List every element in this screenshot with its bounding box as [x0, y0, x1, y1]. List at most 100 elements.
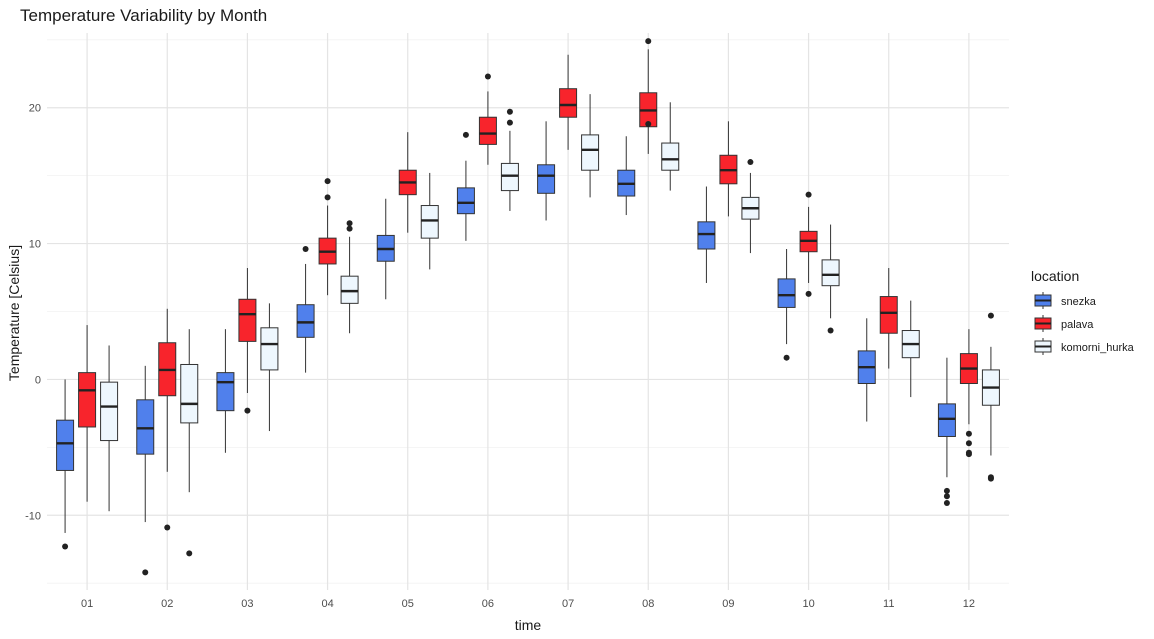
outlier-point	[645, 121, 652, 128]
box	[238, 298, 257, 342]
x-axis-label: time	[515, 617, 542, 633]
box-komorni_hurka-08	[661, 102, 680, 191]
outlier-point	[943, 493, 950, 500]
box-palava-09	[719, 121, 738, 217]
x-tick-label: 12	[963, 598, 975, 610]
outlier-point	[186, 550, 193, 557]
box	[879, 296, 898, 334]
box	[500, 162, 519, 192]
box-snezka-03	[216, 329, 235, 453]
x-tick-label: 09	[722, 598, 734, 610]
y-tick-label: 20	[29, 103, 41, 115]
outlier-point	[965, 451, 972, 458]
outlier-point	[164, 524, 171, 531]
outlier-point	[943, 500, 950, 507]
box-snezka-11	[857, 318, 876, 422]
outlier-point	[506, 108, 513, 115]
box	[821, 259, 840, 287]
box-komorni_hurka-05	[420, 172, 439, 270]
outlier-point	[645, 38, 652, 45]
outlier-point	[142, 569, 149, 576]
outlier-point	[346, 220, 353, 227]
outlier-point	[943, 487, 950, 494]
box	[456, 187, 475, 215]
box-snezka-12	[937, 357, 956, 507]
box-palava-07	[559, 54, 578, 150]
box	[180, 363, 199, 424]
box-snezka-06	[456, 131, 475, 241]
outlier-point	[987, 475, 994, 482]
box-palava-12	[959, 329, 978, 458]
outlier-point	[827, 327, 834, 334]
legend-item-snezka: snezka	[1034, 292, 1097, 309]
x-tick-label: 04	[321, 598, 333, 610]
legend-title: location	[1031, 268, 1079, 284]
box-komorni_hurka-10	[821, 224, 840, 334]
outlier-point	[965, 430, 972, 437]
box	[937, 403, 956, 437]
box-komorni_hurka-07	[581, 94, 600, 198]
outlier-point	[747, 159, 754, 166]
box-komorni_hurka-11	[901, 300, 920, 398]
box-palava-02	[158, 308, 177, 531]
box	[296, 304, 315, 338]
box-komorni_hurka-09	[741, 159, 760, 254]
x-tick-label: 02	[161, 598, 173, 610]
legend-item-komorni_hurka: komorni_hurka	[1034, 338, 1135, 355]
box-komorni_hurka-01	[100, 345, 119, 512]
outlier-point	[506, 119, 513, 126]
x-tick-label: 01	[81, 598, 93, 610]
box-komorni_hurka-06	[500, 108, 519, 211]
box-snezka-04	[296, 246, 315, 373]
box-snezka-10	[777, 249, 796, 361]
box-snezka-07	[537, 121, 556, 221]
box-snezka-02	[136, 365, 155, 576]
box	[777, 278, 796, 308]
chart-title: Temperature Variability by Month	[20, 6, 267, 25]
outlier-point	[987, 312, 994, 319]
box	[100, 381, 119, 442]
box-palava-11	[879, 268, 898, 369]
box	[697, 221, 716, 250]
box-snezka-01	[56, 379, 75, 550]
x-tick-labels: 01 02 03 04 05 06 07 08 09 10 11 12	[81, 598, 975, 610]
x-tick-label: 10	[802, 598, 814, 610]
box	[581, 134, 600, 171]
box-palava-05	[398, 132, 417, 233]
legend-label: komorni_hurka	[1061, 342, 1135, 354]
legend: location snezka palava komorni_hurka	[1031, 268, 1135, 355]
legend-item-palava: palava	[1034, 315, 1094, 332]
major-gridlines	[47, 33, 1009, 590]
y-tick-label: 10	[29, 239, 41, 251]
x-tick-label: 11	[883, 598, 894, 610]
outlier-point	[462, 131, 469, 138]
outlier-point	[346, 225, 353, 232]
box-palava-10	[799, 191, 818, 297]
outlier-point	[62, 543, 69, 550]
box	[420, 205, 439, 239]
box	[136, 399, 155, 455]
boxplot-marks	[56, 38, 1000, 576]
x-tick-label: 08	[642, 598, 654, 610]
box	[478, 116, 497, 145]
outlier-point	[805, 290, 812, 297]
y-tick-label: -10	[25, 510, 41, 522]
box-palava-03	[238, 268, 257, 414]
box-palava-06	[478, 73, 497, 165]
y-axis-label: Temperature [Celsius]	[6, 245, 22, 381]
box	[56, 419, 75, 471]
x-tick-label: 06	[482, 598, 494, 610]
box	[216, 372, 235, 412]
box-snezka-05	[376, 198, 395, 300]
box	[78, 372, 97, 428]
box-palava-04	[318, 178, 337, 296]
legend-label: snezka	[1061, 296, 1097, 308]
box-palava-01	[78, 325, 97, 502]
outlier-point	[244, 407, 251, 414]
box-snezka-08	[617, 136, 636, 216]
x-tick-label: 07	[562, 598, 574, 610]
minor-gridlines	[47, 39, 1009, 584]
box-komorni_hurka-12	[981, 312, 1000, 482]
outlier-point	[302, 246, 309, 253]
outlier-point	[484, 73, 491, 80]
